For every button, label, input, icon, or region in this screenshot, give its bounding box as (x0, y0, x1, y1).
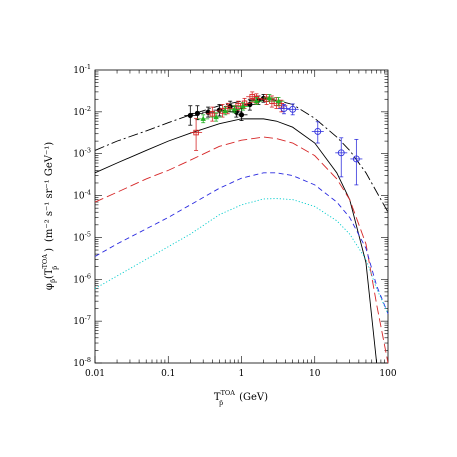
y-axis-open-paren: ( (44, 275, 55, 279)
y-tick-base: 10 (73, 192, 85, 202)
data-point (194, 110, 200, 116)
y-axis-argument-symbol: T (44, 268, 55, 275)
data-point (231, 106, 238, 112)
y-tick-exponent: -3 (85, 147, 91, 155)
y-tick-label: 10-2 (73, 105, 91, 118)
x-axis-symbol: T (214, 392, 221, 403)
data-point (289, 105, 297, 113)
y-tick-exponent: -5 (85, 230, 91, 238)
y-axis-argument-subscript: p̄ (51, 266, 59, 270)
y-tick-labels: 10-810-710-610-510-410-310-210-1 (73, 63, 91, 369)
y-tick-exponent: -2 (85, 105, 91, 113)
x-axis-subscript: p̄ (219, 399, 223, 407)
data-point (314, 128, 322, 135)
data-point (253, 98, 260, 104)
y-tick-exponent: -8 (85, 356, 91, 364)
y-tick-exponent: -4 (85, 189, 91, 197)
model-curve-dotted (94, 198, 389, 314)
data-point (209, 111, 216, 117)
model-curve-short-dash (94, 172, 389, 314)
x-tick-label: 0.1 (161, 369, 175, 379)
x-tick-label: 10 (309, 369, 321, 379)
data-point (240, 103, 246, 109)
y-tick-label: 10-7 (73, 314, 91, 327)
y-axis-symbol: φ (44, 283, 55, 290)
y-tick-label: 10-5 (73, 230, 91, 243)
y-tick-exponent: -6 (85, 272, 91, 280)
x-axis-unit: (GeV) (239, 392, 268, 403)
data-point (238, 112, 245, 118)
x-tick-label: 0.01 (85, 369, 105, 379)
data-point (275, 98, 282, 104)
y-tick-exponent: -7 (85, 314, 91, 322)
y-axis-unit: (m⁻² s⁻¹ sr⁻¹ GeV⁻¹) (44, 142, 55, 242)
y-tick-base: 10 (73, 150, 85, 160)
y-axis-argument-superscript: TOA (41, 254, 49, 269)
y-tick-base: 10 (73, 317, 85, 327)
data-point (187, 112, 193, 119)
data-point (280, 105, 288, 112)
data-point (200, 115, 206, 121)
y-tick-base: 10 (73, 359, 85, 369)
y-tick-label: 10-6 (73, 272, 91, 285)
y-tick-base: 10 (73, 66, 85, 76)
y-tick-base: 10 (73, 233, 85, 243)
data-point (193, 129, 199, 136)
y-tick-label: 10-1 (73, 63, 91, 76)
model-curve-long-dash (94, 136, 389, 364)
x-axis-label: TTOA p̄ (GeV) (214, 389, 268, 407)
x-tick-label: 100 (379, 369, 396, 379)
data-point (266, 94, 273, 100)
y-tick-exponent: -1 (85, 63, 91, 71)
model-curves (94, 98, 389, 364)
axis-ticks (94, 70, 388, 364)
y-tick-base: 10 (73, 108, 85, 118)
y-tick-label: 10-4 (73, 189, 91, 202)
y-tick-label: 10-8 (73, 356, 91, 369)
x-tick-label: 1 (239, 369, 245, 379)
data-points (184, 91, 363, 186)
x-tick-labels: 0.01 0.1 1 10 100 (85, 369, 397, 379)
data-point (222, 107, 228, 113)
y-axis-close-paren: ) (44, 248, 55, 252)
data-point (213, 114, 219, 120)
y-tick-base: 10 (73, 275, 85, 285)
data-point (352, 155, 360, 163)
model-curve-solid (94, 118, 378, 364)
y-axis-label: φp̄(TTOA p̄)(m⁻² s⁻¹ sr⁻¹ GeV⁻¹) (41, 142, 59, 290)
y-axis-subscript: p̄ (49, 279, 57, 283)
data-point (241, 100, 248, 107)
data-point (337, 149, 345, 157)
y-tick-label: 10-3 (73, 147, 91, 160)
x-axis-superscript: TOA (221, 389, 236, 397)
